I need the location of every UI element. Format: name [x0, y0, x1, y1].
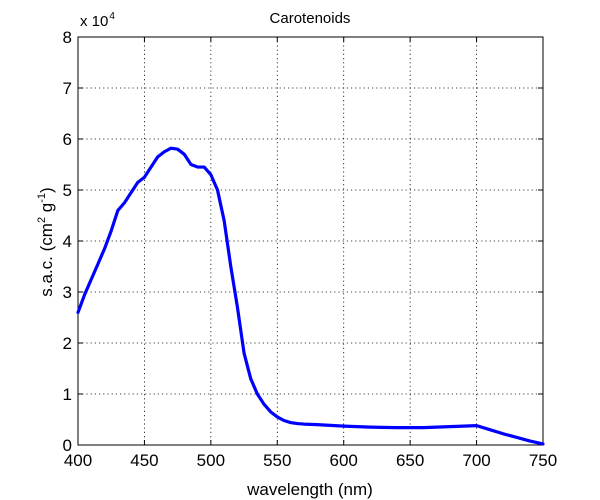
y-multiplier-base: x 10	[80, 13, 108, 30]
x-tick-label: 500	[197, 451, 225, 470]
y-tick-label: 4	[63, 232, 72, 251]
y-label-sup-2: -1	[36, 193, 48, 203]
y-label-part-1: s.a.c. (cm	[37, 223, 56, 297]
y-tick-label: 0	[63, 436, 72, 455]
x-axis-label: wavelength (nm)	[246, 480, 373, 499]
y-label-part-3: )	[37, 187, 56, 193]
x-tick-label: 650	[396, 451, 424, 470]
y-multiplier-exponent: 4	[109, 11, 115, 22]
x-tick-label: 400	[64, 451, 92, 470]
x-tick-label: 450	[130, 451, 158, 470]
x-tick-label: 700	[462, 451, 490, 470]
y-tick-labels: 0 1 2 3 4 5 6 7 8	[63, 28, 72, 455]
y-multiplier: x 104	[80, 11, 115, 30]
y-label-part-2: g	[37, 203, 56, 217]
y-tick-label: 8	[63, 28, 72, 47]
x-tick-label: 750	[529, 451, 557, 470]
y-tick-label: 3	[63, 283, 72, 302]
y-tick-label: 5	[63, 181, 72, 200]
grid	[78, 37, 543, 445]
y-tick-label: 6	[63, 130, 72, 149]
y-tick-label: 7	[63, 79, 72, 98]
chart-title: Carotenoids	[270, 10, 351, 27]
x-tick-label: 550	[263, 451, 291, 470]
y-axis-label: s.a.c. (cm2 g-1)	[36, 187, 56, 296]
y-label-sup-1: 2	[36, 217, 48, 223]
x-tick-label: 600	[330, 451, 358, 470]
series-line	[76, 146, 545, 446]
x-tick-labels: 400 450 500 550 600 650 700 750	[64, 451, 557, 470]
y-tick-label: 2	[63, 334, 72, 353]
y-tick-label: 1	[63, 385, 72, 404]
